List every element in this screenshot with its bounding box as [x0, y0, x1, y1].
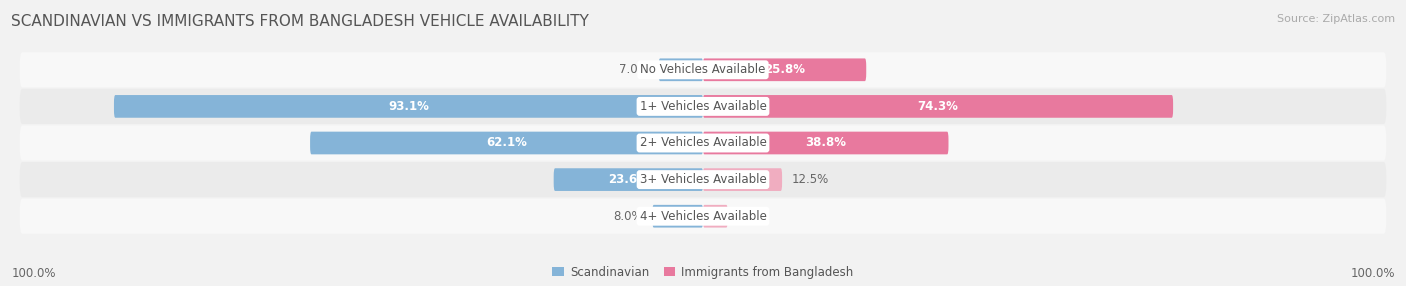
FancyBboxPatch shape [20, 126, 1386, 160]
Text: 23.6%: 23.6% [607, 173, 648, 186]
Text: SCANDINAVIAN VS IMMIGRANTS FROM BANGLADESH VEHICLE AVAILABILITY: SCANDINAVIAN VS IMMIGRANTS FROM BANGLADE… [11, 14, 589, 29]
FancyBboxPatch shape [658, 58, 703, 81]
FancyBboxPatch shape [20, 52, 1386, 87]
Text: 1+ Vehicles Available: 1+ Vehicles Available [640, 100, 766, 113]
FancyBboxPatch shape [20, 162, 1386, 197]
Legend: Scandinavian, Immigrants from Bangladesh: Scandinavian, Immigrants from Bangladesh [548, 261, 858, 283]
Text: 2+ Vehicles Available: 2+ Vehicles Available [640, 136, 766, 150]
Text: 62.1%: 62.1% [486, 136, 527, 150]
Text: 100.0%: 100.0% [11, 267, 56, 280]
Text: 100.0%: 100.0% [1350, 267, 1395, 280]
FancyBboxPatch shape [114, 95, 703, 118]
FancyBboxPatch shape [703, 132, 949, 154]
Text: 93.1%: 93.1% [388, 100, 429, 113]
FancyBboxPatch shape [703, 205, 728, 228]
FancyBboxPatch shape [652, 205, 703, 228]
Text: 3.9%: 3.9% [737, 210, 766, 223]
Text: 7.0%: 7.0% [620, 63, 650, 76]
Text: No Vehicles Available: No Vehicles Available [640, 63, 766, 76]
FancyBboxPatch shape [20, 199, 1386, 234]
FancyBboxPatch shape [703, 95, 1173, 118]
FancyBboxPatch shape [554, 168, 703, 191]
Text: 25.8%: 25.8% [763, 63, 806, 76]
Text: 12.5%: 12.5% [792, 173, 828, 186]
Text: 74.3%: 74.3% [918, 100, 959, 113]
Text: 3+ Vehicles Available: 3+ Vehicles Available [640, 173, 766, 186]
Text: Source: ZipAtlas.com: Source: ZipAtlas.com [1277, 14, 1395, 24]
FancyBboxPatch shape [20, 89, 1386, 124]
Text: 38.8%: 38.8% [806, 136, 846, 150]
FancyBboxPatch shape [311, 132, 703, 154]
FancyBboxPatch shape [703, 58, 866, 81]
Text: 4+ Vehicles Available: 4+ Vehicles Available [640, 210, 766, 223]
FancyBboxPatch shape [703, 168, 782, 191]
Text: 8.0%: 8.0% [613, 210, 643, 223]
